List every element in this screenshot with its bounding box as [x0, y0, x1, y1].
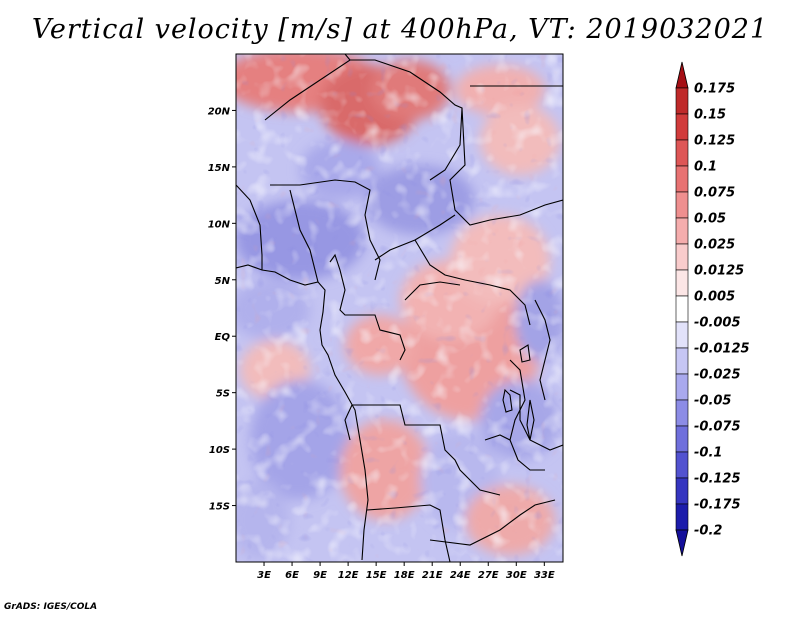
border: [344, 54, 351, 61]
lat-tick-label: 5S: [216, 389, 230, 400]
colorbar-label: 0.025: [694, 238, 735, 253]
lon-tick-label: 33E: [534, 570, 555, 581]
colorbar-label: -0.2: [694, 524, 722, 539]
border: [344, 404, 353, 441]
border: [404, 281, 461, 301]
lake: [519, 344, 531, 363]
coastline: [236, 264, 369, 561]
border: [270, 179, 381, 281]
border: [236, 184, 263, 270]
border: [509, 389, 563, 451]
colorbar-segment: [675, 451, 689, 479]
colorbar-label: 0.175: [694, 82, 735, 97]
border: [289, 189, 319, 283]
colorbar-label: -0.0125: [694, 342, 750, 357]
colorbar-segment: [675, 191, 689, 219]
lat-tick-label: 10S: [209, 445, 230, 456]
lon-tick-label: 6E: [285, 570, 299, 581]
lon-tick-label: 12E: [338, 570, 359, 581]
border: [366, 504, 451, 562]
border: [264, 59, 463, 181]
lon-tick-label: 9E: [313, 570, 327, 581]
colorbar-segment: [675, 113, 689, 141]
grads-credit: GrADS: IGES/COLA: [4, 602, 98, 612]
colorbar-segment: [675, 269, 689, 297]
map-frame: [235, 53, 564, 563]
lat-tick-label: 5N: [215, 276, 231, 287]
border: [414, 239, 531, 326]
colorbar-segment: [675, 321, 689, 349]
colorbar-segment: [675, 503, 689, 531]
colorbar-segment: [675, 139, 689, 167]
colorbar-label: -0.005: [694, 316, 741, 331]
colorbar: 0.175 0.15 0.125 0.1 0.075 0.05 0.025 0.0125 0.0…: [675, 61, 750, 557]
border: [484, 434, 511, 441]
colorbar-segment: [675, 399, 689, 427]
colorbar-label: 0.05: [694, 212, 726, 227]
colorbar-segment: [675, 295, 689, 323]
lon-tick-label: 27E: [478, 570, 499, 581]
lat-tick-label: 10N: [208, 219, 231, 230]
lake: [502, 388, 513, 413]
colorbar-segment: [675, 87, 689, 115]
colorbar-label: 0.075: [694, 186, 735, 201]
lon-tick-label: 3E: [257, 570, 271, 581]
lake: [526, 399, 535, 441]
border: [534, 299, 551, 401]
vertical-velocity-field: [236, 54, 563, 562]
colorbar-label: -0.1: [694, 446, 722, 461]
colorbar-label: 0.15: [694, 108, 726, 123]
lon-tick-label: 21E: [422, 570, 443, 581]
colorbar-segment: [675, 217, 689, 245]
lon-tick-label: 15E: [366, 570, 387, 581]
colorbar-segment: [675, 347, 689, 375]
border: [352, 404, 501, 496]
plot-title: Vertical velocity [m/s] at 400hPa, VT: 2…: [31, 14, 769, 45]
colorbar-segment: [675, 373, 689, 401]
border: [429, 499, 556, 546]
lat-tick-label: EQ: [215, 332, 231, 343]
lon-tick-label: 24E: [450, 570, 471, 581]
colorbar-label: 0.125: [694, 134, 735, 149]
map-axes: 20N 15N 10N 5N EQ 5S 10S 15S 3E 6E 9E 12E 15E 18E 21E 2…: [208, 106, 555, 581]
lat-tick-label: 15N: [208, 163, 231, 174]
lat-tick-label: 20N: [208, 106, 231, 117]
border: [329, 253, 406, 361]
colorbar-label: 0.1: [694, 160, 717, 175]
colorbar-label: -0.075: [694, 420, 741, 435]
lat-tick-label: 15S: [209, 502, 230, 513]
colorbar-label: -0.025: [694, 368, 741, 383]
border: [449, 107, 563, 226]
colorbar-segment: [675, 165, 689, 193]
colorbar-bottom-arrow: [675, 529, 689, 557]
colorbar-label: -0.125: [694, 472, 741, 487]
colorbar-segment: [675, 425, 689, 453]
colorbar-label: 0.0125: [694, 264, 744, 279]
colorbar-label: -0.05: [694, 394, 731, 409]
lon-tick-label: 18E: [394, 570, 415, 581]
border: [509, 359, 545, 471]
lon-tick-label: 30E: [506, 570, 527, 581]
colorbar-label: 0.005: [694, 290, 735, 305]
colorbar-top-arrow: [675, 61, 689, 89]
colorbar-label: -0.175: [694, 498, 741, 513]
country-borders: [236, 54, 563, 562]
colorbar-segment: [675, 243, 689, 271]
colorbar-segment: [675, 477, 689, 505]
